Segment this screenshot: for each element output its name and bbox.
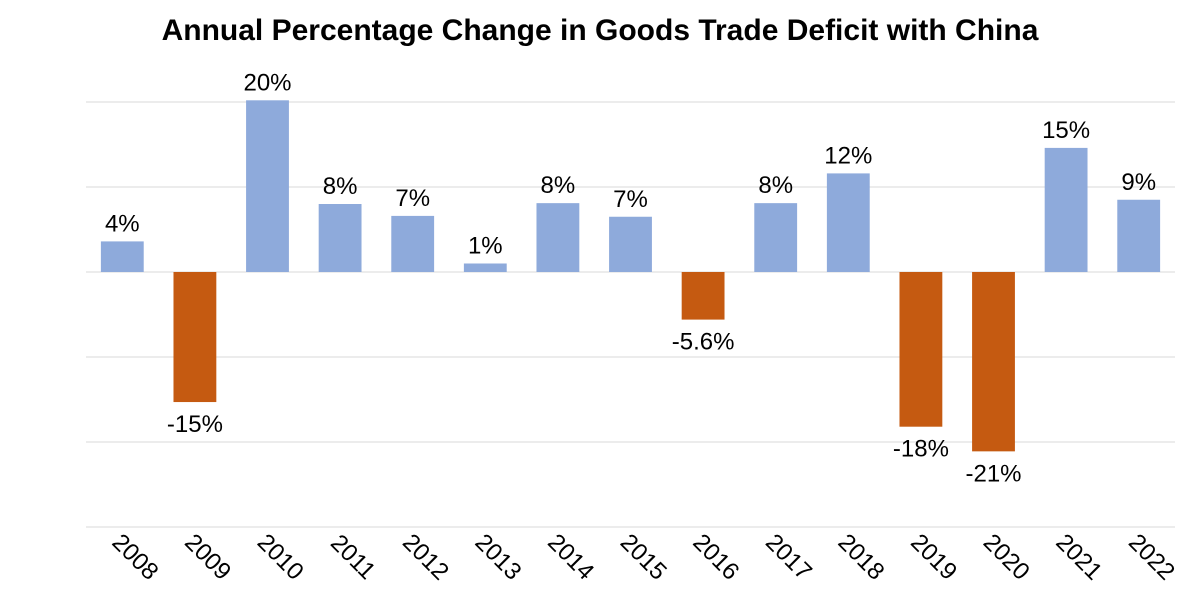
chart-title: Annual Percentage Change in Goods Trade … <box>161 14 1039 47</box>
bar-2015 <box>609 216 652 272</box>
data-label-2012: 7% <box>395 185 430 212</box>
data-label-2008: 4% <box>105 210 140 237</box>
bar-2016 <box>681 272 725 320</box>
data-label-2016: -5.6% <box>672 329 735 356</box>
data-label-2020: -21% <box>965 460 1021 487</box>
data-label-2017: 8% <box>758 172 793 199</box>
data-label-2013: 1% <box>468 233 503 260</box>
x-tick-label-2010: 2010 <box>252 529 309 586</box>
bars <box>100 100 1161 452</box>
x-tick-label-2008: 2008 <box>107 529 164 586</box>
data-label-2009: -15% <box>167 411 223 438</box>
data-label-2019: -18% <box>893 436 949 463</box>
x-tick-label-2017: 2017 <box>760 529 817 586</box>
data-labels: 4% -15% 20% 8% 7% 1% 8% 7% -5.6% 8% 12% -18% -21% 15%… <box>105 69 1156 487</box>
data-label-2011: 8% <box>323 173 358 200</box>
x-tick-label-2013: 2013 <box>470 529 527 586</box>
x-tick-label-2016: 2016 <box>687 529 744 586</box>
x-tick-label-2021: 2021 <box>1050 529 1107 586</box>
x-tick-label-2022: 2022 <box>1123 529 1180 586</box>
bar-2011 <box>318 204 362 272</box>
data-label-2015: 7% <box>613 186 648 213</box>
data-label-2010: 20% <box>243 69 291 96</box>
data-label-2014: 8% <box>541 172 576 199</box>
data-label-2018: 12% <box>824 142 872 169</box>
data-label-2021: 15% <box>1042 117 1090 144</box>
x-tick-label-2009: 2009 <box>179 529 236 586</box>
bar-2019 <box>899 272 943 427</box>
x-tick-label-2020: 2020 <box>978 529 1035 586</box>
bar-2012 <box>391 215 435 272</box>
bar-2010 <box>246 100 289 272</box>
bar-2009 <box>173 272 217 403</box>
x-tick-label-2018: 2018 <box>833 529 890 586</box>
bar-2014 <box>536 203 580 272</box>
bar-2017 <box>754 203 798 272</box>
bar-2018 <box>826 173 870 272</box>
bar-2008 <box>100 241 144 272</box>
x-tick-label-2019: 2019 <box>905 529 962 586</box>
bar-2020 <box>972 272 1015 452</box>
x-tick-label-2015: 2015 <box>615 529 672 586</box>
bar-2021 <box>1044 147 1088 272</box>
x-axis-tick-labels: 2008 2009 2010 2011 2012 2013 2014 2015 2016 2017… <box>107 529 1180 586</box>
x-tick-label-2014: 2014 <box>542 529 599 586</box>
x-tick-label-2011: 2011 <box>325 529 381 585</box>
bar-2022 <box>1117 199 1161 272</box>
data-label-2022: 9% <box>1121 169 1156 196</box>
x-tick-label-2012: 2012 <box>397 529 454 586</box>
bar-2013 <box>463 263 507 272</box>
